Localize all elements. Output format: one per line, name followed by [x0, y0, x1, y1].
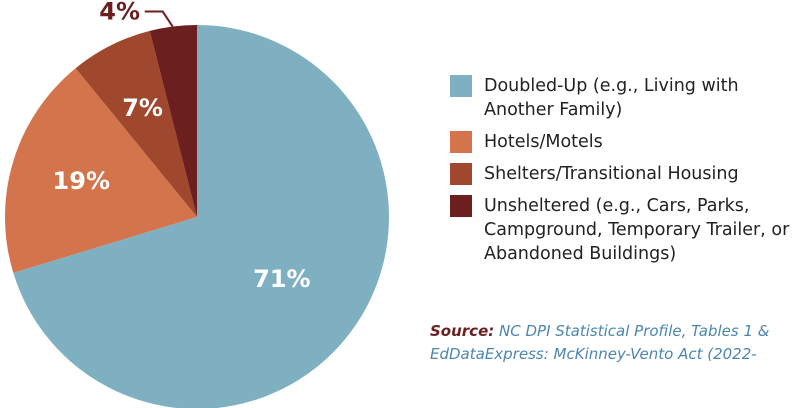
pie-slice — [75, 30, 197, 218]
legend-swatch — [450, 131, 472, 153]
legend-item: Shelters/Transitional Housing — [450, 162, 790, 186]
legend-swatch — [450, 163, 472, 185]
data-label: 19% — [53, 167, 110, 195]
pie-slice — [13, 25, 389, 408]
source-text: NC DPI Statistical Profile, Tables 1 & — [499, 322, 770, 340]
leader-line — [144, 10, 174, 28]
legend-label: Doubled-Up (e.g., Living with Another Fa… — [484, 76, 739, 120]
data-label: 7% — [122, 94, 163, 122]
legend-label: Hotels/Motels — [484, 132, 603, 152]
data-label: 4% — [99, 0, 140, 26]
legend-item: Doubled-Up (e.g., Living with Another Fa… — [450, 74, 790, 122]
legend-item: Unsheltered (e.g., Cars, Parks, Campgrou… — [450, 194, 790, 266]
source-label: Source: — [430, 322, 495, 340]
source-line: EdDataExpress: McKinney-Vento Act (2022- — [430, 345, 757, 363]
data-label: 71% — [253, 265, 310, 293]
pie-slice — [4, 68, 197, 273]
legend: Doubled-Up (e.g., Living with Another Fa… — [450, 74, 790, 274]
legend-label: Shelters/Transitional Housing — [484, 164, 739, 184]
legend-item: Hotels/Motels — [450, 130, 790, 154]
legend-label: Unsheltered (e.g., Cars, Parks, Campgrou… — [484, 196, 790, 264]
legend-swatch — [450, 75, 472, 97]
pie-slice — [149, 25, 197, 217]
source: Source: NC DPI Statistical Profile, Tabl… — [430, 320, 802, 366]
legend-swatch — [450, 195, 472, 217]
source-line: Source: NC DPI Statistical Profile, Tabl… — [430, 320, 802, 343]
